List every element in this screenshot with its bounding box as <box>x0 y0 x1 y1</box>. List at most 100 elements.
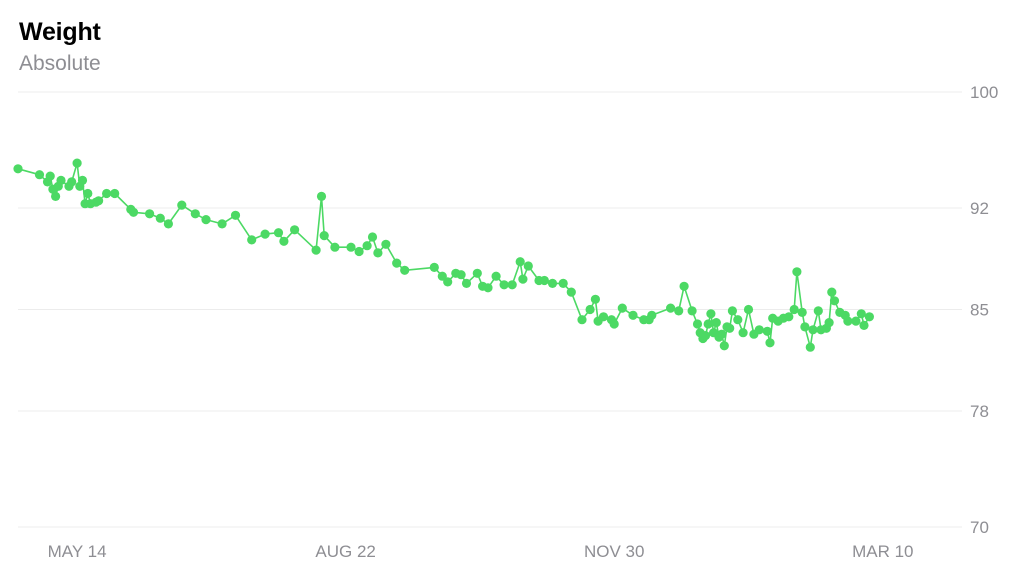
data-point <box>190 209 200 219</box>
data-point <box>515 257 525 267</box>
data-point <box>319 231 329 241</box>
data-point <box>827 287 837 297</box>
data-point <box>260 229 270 239</box>
data-point <box>789 304 799 315</box>
data-point <box>566 287 576 297</box>
data-point <box>491 271 501 281</box>
data-point <box>824 318 834 328</box>
x-tick-label-3: MAR 10 <box>852 542 913 561</box>
data-point <box>725 323 735 333</box>
data-point <box>523 261 533 271</box>
data-point <box>717 329 727 339</box>
chart-title: Weight <box>19 18 101 46</box>
data-point <box>577 315 587 325</box>
data-point <box>400 265 410 275</box>
data-point <box>247 235 257 245</box>
data-point <box>83 188 93 199</box>
data-point <box>367 232 378 242</box>
data-point <box>687 306 697 316</box>
data-point <box>13 164 23 174</box>
data-point <box>711 318 721 328</box>
data-point <box>330 242 340 252</box>
data-point <box>784 312 794 322</box>
data-point <box>362 241 372 251</box>
data-point <box>598 312 609 322</box>
data-point <box>859 320 869 330</box>
data-point <box>499 280 509 290</box>
y-tick-label-70: 70 <box>970 518 989 537</box>
data-point <box>666 303 676 313</box>
grid-lines <box>18 91 962 528</box>
data-point <box>201 215 211 225</box>
x-tick-label-1: AUG 22 <box>315 542 375 561</box>
data-point <box>217 219 227 229</box>
data-point <box>719 341 729 351</box>
data-point <box>230 210 241 220</box>
y-tick-label-100: 100 <box>970 83 998 102</box>
data-point <box>743 304 754 315</box>
y-tick-label-85: 85 <box>970 301 989 320</box>
data-point <box>692 319 703 329</box>
data-point <box>279 236 289 246</box>
data-point <box>443 277 453 287</box>
data-point <box>507 280 517 290</box>
data-point <box>706 309 716 319</box>
y-tick-label-78: 78 <box>970 402 989 421</box>
chart-subtitle: Absolute <box>19 52 101 75</box>
data-point <box>727 306 738 316</box>
data-point <box>45 171 55 181</box>
data-point <box>792 267 802 277</box>
data-point <box>456 270 466 280</box>
data-point <box>311 245 321 255</box>
data-point <box>155 213 165 223</box>
data-point <box>539 275 550 286</box>
data-point <box>738 328 748 338</box>
data-point <box>110 188 120 199</box>
data-point <box>518 274 528 284</box>
data-point <box>472 268 482 278</box>
data-point <box>864 312 875 322</box>
data-point <box>805 342 815 352</box>
data-point <box>392 258 402 268</box>
data-point <box>354 246 364 257</box>
data-point <box>56 175 66 185</box>
data-point <box>558 278 568 288</box>
data-point <box>346 242 356 252</box>
data-point <box>437 271 447 281</box>
data-point <box>733 315 743 325</box>
data-point <box>461 278 472 288</box>
data-point <box>102 188 112 199</box>
data-point <box>679 281 689 291</box>
data-point <box>856 309 866 319</box>
data-point <box>381 239 391 249</box>
data-point <box>163 219 173 229</box>
data-point <box>674 306 684 316</box>
data-point <box>797 307 807 317</box>
data-point <box>94 196 104 206</box>
data-point <box>800 322 810 332</box>
data-point <box>483 283 493 293</box>
data-point <box>765 338 775 348</box>
x-tick-label-2: NOV 30 <box>584 542 644 561</box>
data-point <box>316 191 327 201</box>
data-point <box>273 228 284 238</box>
data-point <box>700 331 711 341</box>
y-axis-ticks: 70 78 85 92 100 <box>970 83 998 537</box>
x-axis-ticks: MAY 14 AUG 22 NOV 30 MAR 10 <box>48 542 914 561</box>
series-points-layer <box>13 158 875 352</box>
data-point <box>647 310 657 320</box>
data-point <box>628 310 638 320</box>
data-point <box>177 200 187 210</box>
data-point <box>77 175 88 185</box>
data-point <box>429 262 439 272</box>
y-tick-label-92: 92 <box>970 199 989 218</box>
data-point <box>373 248 383 258</box>
data-point <box>808 325 818 335</box>
data-point <box>813 306 823 316</box>
data-point <box>145 209 155 219</box>
data-point <box>72 158 82 168</box>
x-tick-label-0: MAY 14 <box>48 542 107 561</box>
data-point <box>547 278 558 288</box>
